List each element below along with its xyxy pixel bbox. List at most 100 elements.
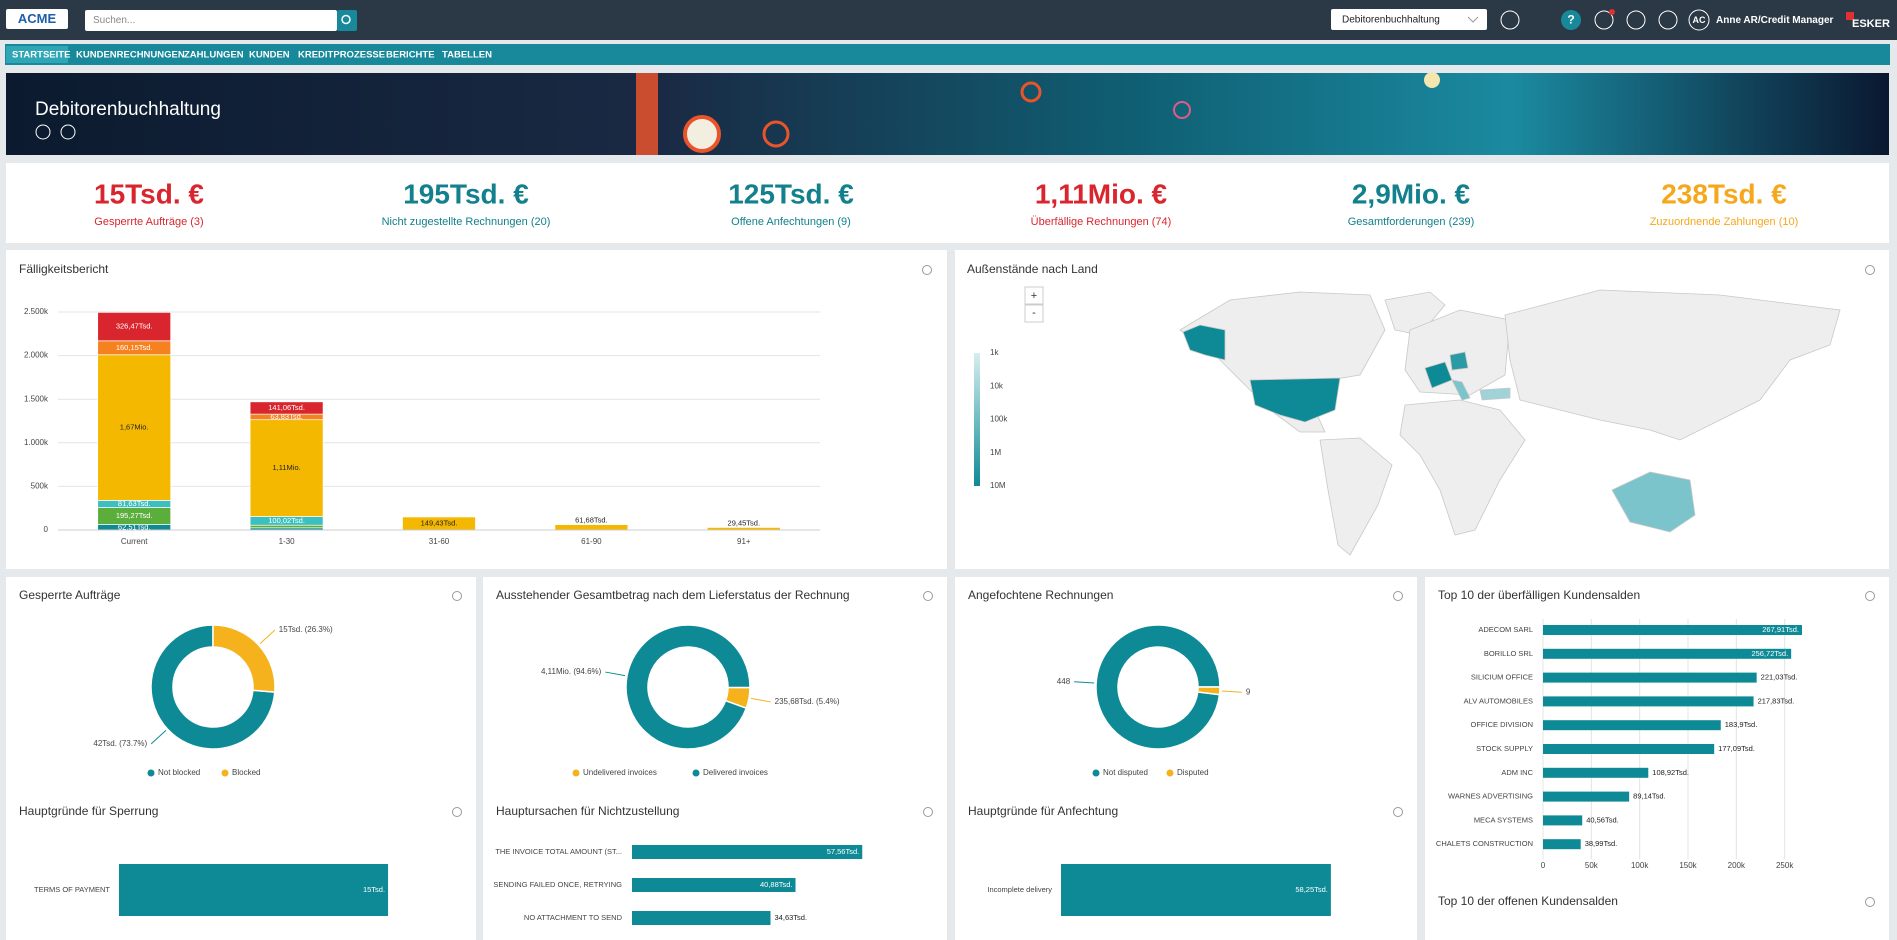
nav-active — [6, 46, 68, 63]
comment-icon[interactable] — [452, 807, 462, 817]
leader-line — [750, 697, 771, 703]
comment-icon[interactable] — [1393, 807, 1403, 817]
search-icon — [341, 14, 351, 25]
bar — [1543, 767, 1649, 778]
donut-slice — [625, 624, 751, 750]
map-legend-label: 100k — [990, 415, 1008, 424]
nav-item[interactable]: KUNDEN — [249, 50, 290, 61]
category-label: Incomplete delivery — [987, 885, 1052, 894]
nav-item[interactable]: BERICHTE — [386, 50, 435, 61]
data-label: 62,51Tsd. — [118, 522, 151, 531]
legend-label: Disputed — [1177, 768, 1209, 777]
banner-decor — [762, 120, 790, 148]
map-legend-label: 1k — [990, 348, 999, 357]
comment-icon[interactable] — [1865, 591, 1875, 601]
role-select-text: Debitorenbuchhaltung — [1342, 15, 1440, 26]
nav-item[interactable]: STARTSEITE — [12, 50, 70, 61]
data-label: 40,88Tsd. — [760, 880, 793, 889]
data-label: 235,68Tsd. (5.4%) — [775, 697, 840, 706]
data-label: 100,02Tsd. — [268, 516, 305, 525]
comment-icon[interactable] — [1865, 897, 1875, 907]
search-box[interactable] — [85, 10, 337, 31]
refresh-icon[interactable] — [35, 124, 51, 140]
leader-line — [150, 729, 167, 745]
comment-icon[interactable] — [1865, 265, 1875, 275]
kpi-label: Offene Anfechtungen (9) — [731, 216, 851, 228]
nav-item[interactable]: TABELLEN — [442, 50, 492, 61]
legend-label: Not blocked — [158, 768, 200, 777]
bar-segment — [97, 311, 172, 342]
x-tick-label: 31-60 — [429, 537, 450, 546]
data-label: 448 — [1057, 677, 1071, 686]
data-label: 1,67Mio. — [120, 423, 149, 432]
kpi-value: 2,9Mio. € — [1352, 178, 1471, 209]
role-select[interactable] — [1331, 9, 1487, 30]
bar-segment — [97, 354, 172, 501]
nav-items: STARTSEITE KUNDENRECHNUNGEN ZAHLUNGEN KUNDE… — [12, 50, 492, 61]
y-tick-label: 2.500k — [24, 307, 49, 316]
leader-line — [1074, 681, 1095, 684]
kpi-label: Zuzuordnende Zahlungen (10) — [1650, 216, 1799, 228]
bar — [632, 845, 863, 859]
help-icon[interactable] — [60, 124, 76, 140]
nav-item[interactable]: KUNDENRECHNUNGEN — [76, 50, 185, 61]
x-tick-label: 200k — [1728, 861, 1746, 870]
info-icon[interactable] — [1594, 10, 1614, 30]
data-label: 29,45Tsd. — [728, 518, 761, 527]
category-label: THE INVOICE TOTAL AMOUNT (ST... — [495, 847, 622, 856]
legend-marker — [221, 769, 229, 777]
kpi-label: Gesperrte Aufträge (3) — [94, 216, 203, 228]
data-label: 63,83Tsd. — [270, 412, 303, 421]
data-label: 15Tsd. (26.3%) — [279, 625, 333, 634]
comment-icon[interactable] — [1393, 591, 1403, 601]
comment-icon[interactable] — [452, 591, 462, 601]
bell-icon[interactable] — [1626, 10, 1646, 30]
legend-label: Delivered invoices — [703, 768, 768, 777]
data-label: 217,83Tsd. — [1758, 696, 1795, 705]
comment-icon[interactable] — [923, 807, 933, 817]
kpis: 15Tsd. € Gesperrte Aufträge (3) 195Tsd. € N… — [94, 178, 1798, 228]
comment-icon[interactable] — [923, 591, 933, 601]
bar — [1543, 625, 1802, 635]
data-label: 141,06Tsd. — [268, 403, 305, 412]
nav-item[interactable]: ZAHLUNGEN — [184, 50, 244, 61]
data-label: 183,9Tsd. — [1725, 720, 1758, 729]
bar — [1543, 696, 1754, 707]
category-label: SILICIUM OFFICE — [1471, 673, 1533, 682]
map-legend-bar — [974, 353, 980, 486]
data-label: 81,63Tsd. — [118, 499, 151, 508]
zoom-in[interactable] — [1024, 286, 1044, 305]
zoom-out[interactable] — [1024, 304, 1044, 323]
banner-decor — [1173, 101, 1191, 119]
avatar[interactable] — [1688, 9, 1710, 31]
bar — [632, 911, 771, 925]
asia — [1504, 289, 1841, 441]
bar-segment — [249, 419, 324, 517]
donut-slice — [1196, 686, 1221, 696]
x-tick-label: 50k — [1585, 861, 1599, 870]
banner-decor — [1424, 72, 1440, 88]
lock-icon[interactable] — [1658, 10, 1678, 30]
greenland — [1384, 291, 1446, 336]
legend-label: Undelivered invoices — [583, 768, 657, 777]
x-tick-label: 100k — [1631, 861, 1649, 870]
world-map — [1179, 289, 1841, 556]
bar — [1543, 672, 1757, 683]
y-tick-label: 1.500k — [24, 394, 49, 403]
filter-icon[interactable] — [1500, 10, 1520, 30]
data-label: 177,09Tsd. — [1718, 744, 1755, 753]
x-tick-label: 250k — [1776, 861, 1794, 870]
search-button[interactable] — [337, 10, 357, 31]
data-label: 58,25Tsd. — [1295, 885, 1328, 894]
x-tick-label: 1-30 — [279, 537, 296, 546]
help-icon[interactable] — [1561, 10, 1581, 30]
south-america — [1319, 437, 1393, 556]
panel-title: Angefochtene Rechnungen — [968, 588, 1113, 602]
nav-item[interactable]: KREDITPROZESSE — [298, 50, 385, 61]
category-label: TERMS OF PAYMENT — [34, 885, 110, 894]
turkey — [1479, 387, 1511, 401]
help-glyph: ? — [1567, 13, 1574, 27]
data-label: 267,91Tsd. — [1762, 625, 1799, 634]
logo-box — [6, 9, 68, 29]
comment-icon[interactable] — [922, 265, 932, 275]
